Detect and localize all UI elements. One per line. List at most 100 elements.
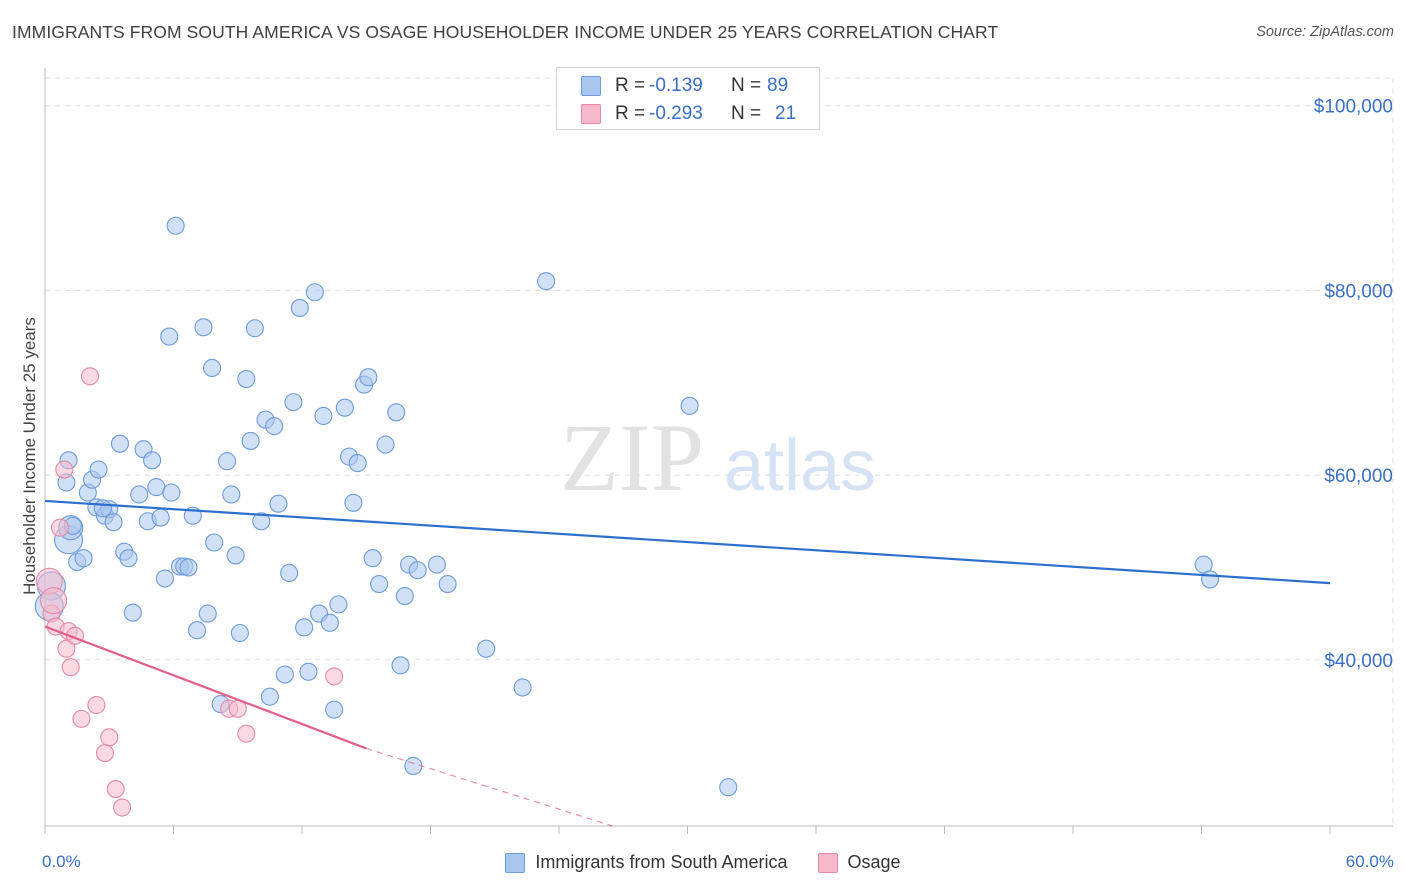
point-immigrants	[226, 546, 245, 565]
point-immigrants	[295, 618, 314, 637]
source-credit: Source: ZipAtlas.com	[1256, 24, 1394, 40]
point-osage	[57, 639, 76, 658]
n-label: N =	[731, 75, 762, 96]
point-osage	[72, 709, 91, 728]
point-osage	[87, 695, 106, 715]
point-immigrants	[387, 403, 406, 422]
point-immigrants	[348, 454, 367, 473]
point-immigrants	[314, 406, 333, 426]
legend-swatch-blue	[505, 852, 526, 873]
point-immigrants	[188, 621, 207, 640]
stats-legend: R = -0.139 N = 89 R = -0.293 N = 21	[556, 67, 820, 130]
point-osage	[100, 728, 119, 747]
point-immigrants	[391, 656, 410, 675]
point-immigrants	[160, 327, 179, 346]
point-osage	[40, 587, 68, 615]
point-immigrants	[119, 549, 138, 568]
point-immigrants	[305, 283, 324, 302]
point-immigrants	[205, 533, 224, 552]
legend-label: Immigrants from South America	[535, 852, 788, 872]
point-immigrants	[230, 623, 249, 643]
r-value: -0.139	[649, 75, 703, 96]
point-osage	[325, 667, 344, 686]
point-immigrants	[265, 417, 284, 436]
stats-row-immigrants: R = -0.139 N = 89	[581, 73, 788, 99]
point-immigrants	[93, 499, 112, 518]
point-immigrants	[123, 603, 142, 622]
y-tick-label: $40,000	[1324, 651, 1393, 672]
point-immigrants	[260, 687, 279, 706]
trendlines	[44, 499, 1331, 827]
point-immigrants	[252, 512, 271, 531]
point-immigrants	[370, 575, 389, 594]
stats-row-osage: R = -0.293 N = 21	[581, 101, 796, 127]
point-immigrants	[237, 369, 256, 389]
point-immigrants	[376, 435, 395, 454]
point-immigrants	[74, 549, 93, 568]
series-osage-points	[35, 367, 344, 817]
legend-item-osage[interactable]: Osage	[817, 852, 901, 873]
point-immigrants	[404, 756, 423, 776]
point-immigrants	[194, 318, 213, 337]
point-immigrants	[151, 508, 170, 527]
y-axis-label: Householder Income Under 25 years	[20, 317, 39, 595]
legend-label: Osage	[847, 852, 901, 872]
n-value: 89	[767, 75, 789, 96]
y-tick-label: $100,000	[1314, 97, 1393, 118]
point-immigrants	[363, 549, 382, 568]
point-osage	[106, 780, 125, 799]
point-osage	[95, 743, 115, 763]
point-immigrants	[299, 662, 318, 681]
point-immigrants	[222, 485, 241, 504]
point-immigrants	[427, 555, 446, 574]
point-immigrants	[1201, 570, 1220, 589]
point-osage	[113, 798, 132, 817]
r-label: R =	[615, 103, 646, 124]
r-label: R =	[615, 75, 646, 96]
grid-lines	[45, 77, 1395, 826]
point-immigrants	[290, 298, 309, 317]
point-immigrants	[320, 613, 339, 632]
point-immigrants	[162, 483, 181, 502]
point-immigrants	[241, 431, 260, 450]
legend-item-immigrants[interactable]: Immigrants from South America	[505, 852, 788, 873]
point-immigrants	[408, 561, 427, 580]
point-immigrants	[110, 434, 130, 453]
point-immigrants	[329, 595, 348, 614]
r-value: -0.293	[649, 103, 703, 124]
trendline-immigrants	[44, 499, 1331, 585]
point-immigrants	[477, 639, 496, 658]
point-immigrants	[275, 665, 294, 684]
watermark-atlas: atlas	[724, 426, 876, 506]
legend: Immigrants from South America Osage	[0, 852, 1406, 873]
point-immigrants	[166, 216, 185, 235]
point-immigrants	[513, 678, 532, 697]
x-tick-max: 60.0%	[1345, 852, 1394, 871]
n-value: 21	[775, 103, 797, 124]
swatch-blue	[581, 76, 601, 96]
point-immigrants	[130, 485, 149, 504]
point-immigrants	[359, 368, 378, 387]
point-immigrants	[325, 700, 344, 719]
point-osage	[80, 367, 100, 386]
trendline-osage	[44, 625, 367, 750]
point-immigrants	[104, 513, 123, 532]
point-osage	[50, 518, 70, 537]
watermark-zip: ZIP	[560, 404, 704, 511]
point-immigrants	[269, 494, 288, 513]
chart-title: IMMIGRANTS FROM SOUTH AMERICA VS OSAGE H…	[12, 22, 999, 42]
legend-swatch-pink	[817, 852, 838, 873]
swatch-pink	[581, 104, 601, 124]
point-immigrants	[537, 272, 556, 291]
x-tick-min: 0.0%	[42, 852, 81, 871]
point-immigrants	[143, 451, 162, 470]
point-immigrants	[179, 558, 198, 577]
point-immigrants	[719, 778, 738, 797]
point-immigrants	[438, 575, 457, 594]
point-immigrants	[89, 460, 108, 479]
point-immigrants	[147, 478, 166, 497]
point-immigrants	[198, 604, 217, 623]
n-label: N =	[731, 103, 762, 124]
point-osage	[55, 460, 74, 479]
point-osage	[237, 724, 256, 743]
